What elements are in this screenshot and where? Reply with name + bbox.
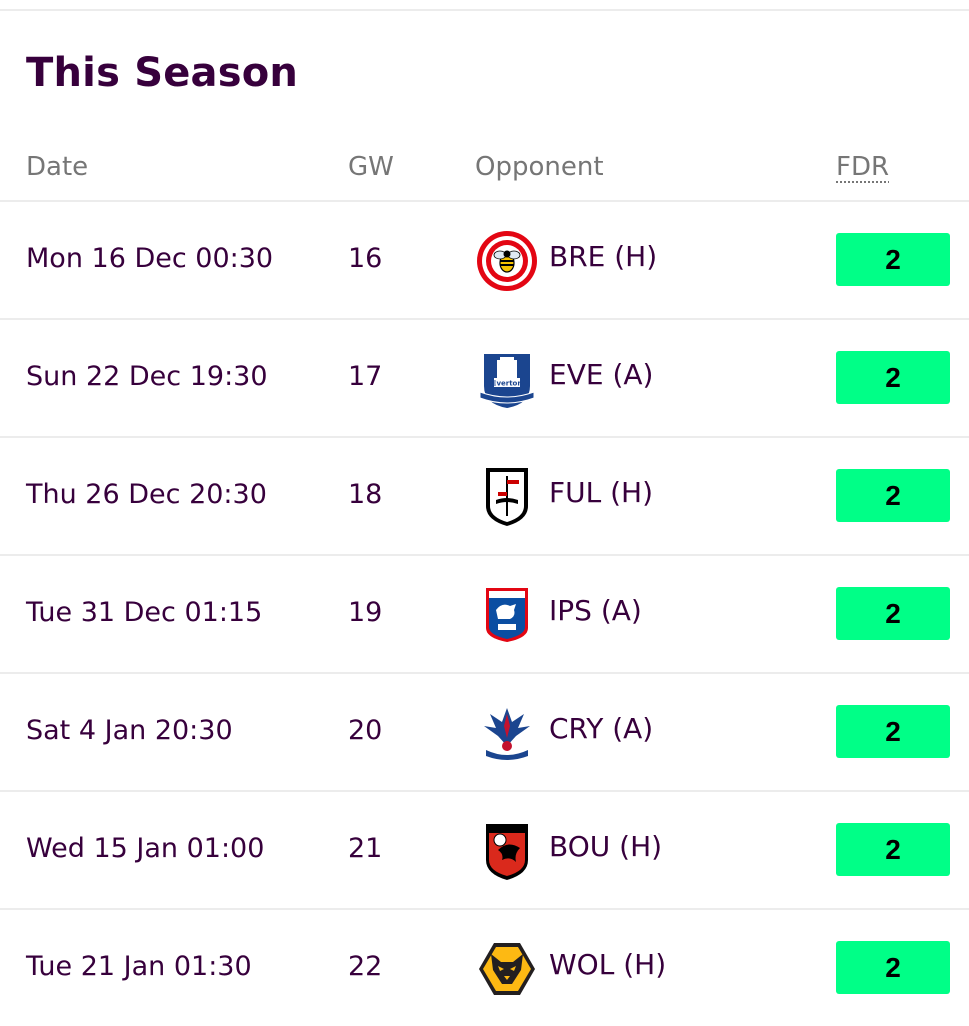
fixture-date: Tue 31 Dec 01:15 — [26, 597, 263, 628]
table-row: Tue 21 Jan 01:30 22 WOL (H) 2 — [0, 910, 969, 1026]
fixture-opponent: BRE (H) — [549, 240, 658, 273]
fixture-date: Sun 22 Dec 19:30 — [26, 361, 268, 392]
header-fdr[interactable]: FDR — [836, 152, 890, 182]
fixtures-list: Mon 16 Dec 00:30 16 BRE (H) 2 Sun 22 Dec… — [0, 202, 969, 1026]
fixture-opponent: EVE (A) — [549, 358, 654, 391]
table-row: Wed 15 Jan 01:00 21 BOU (H) 2 — [0, 792, 969, 910]
header-opponent: Opponent — [475, 152, 604, 182]
table-row: Sat 4 Jan 20:30 20 CRY (A) 2 — [0, 674, 969, 792]
table-header: Date GW Opponent FDR — [0, 140, 969, 202]
fixture-gameweek: 21 — [348, 833, 383, 864]
fixture-gameweek: 17 — [348, 361, 383, 392]
fixture-opponent: BOU (H) — [549, 830, 663, 863]
fixture-opponent: FUL (H) — [549, 476, 654, 509]
wolves-crest-icon — [479, 943, 535, 995]
fixture-gameweek: 16 — [348, 243, 383, 274]
table-row: Thu 26 Dec 20:30 18 FUL (H) 2 — [0, 438, 969, 556]
fixture-opponent: CRY (A) — [549, 712, 654, 745]
fixture-date: Mon 16 Dec 00:30 — [26, 243, 274, 274]
fdr-badge: 2 — [836, 705, 950, 758]
header-gw: GW — [348, 152, 394, 182]
fixture-opponent: IPS (A) — [549, 594, 642, 627]
fdr-badge: 2 — [836, 941, 950, 994]
fixture-opponent: WOL (H) — [549, 948, 667, 981]
bournemouth-crest-icon — [486, 824, 528, 880]
fixture-date: Thu 26 Dec 20:30 — [26, 479, 267, 510]
fixture-date: Tue 21 Jan 01:30 — [26, 951, 252, 982]
fdr-badge: 2 — [836, 351, 950, 404]
svg-text:Everton: Everton — [492, 380, 523, 388]
table-row: Sun 22 Dec 19:30 17 Everton EVE (A) 2 — [0, 320, 969, 438]
section-title: This Season — [26, 50, 299, 96]
fixture-gameweek: 18 — [348, 479, 383, 510]
fdr-badge: 2 — [836, 587, 950, 640]
ipswich-crest-icon — [486, 588, 528, 642]
top-divider — [0, 9, 969, 11]
fixture-gameweek: 19 — [348, 597, 383, 628]
fixture-gameweek: 20 — [348, 715, 383, 746]
crystal-palace-crest-icon — [484, 708, 530, 760]
fdr-badge: 2 — [836, 823, 950, 876]
table-row: Mon 16 Dec 00:30 16 BRE (H) 2 — [0, 202, 969, 320]
brentford-crest-icon — [477, 231, 537, 291]
table-row: Tue 31 Dec 01:15 19 IPS (A) 2 — [0, 556, 969, 674]
fixture-gameweek: 22 — [348, 951, 383, 982]
everton-crest-icon: Everton — [479, 354, 535, 408]
fdr-badge: 2 — [836, 233, 950, 286]
fulham-crest-icon — [486, 468, 528, 526]
fixture-date: Wed 15 Jan 01:00 — [26, 833, 265, 864]
fixture-date: Sat 4 Jan 20:30 — [26, 715, 233, 746]
fdr-badge: 2 — [836, 469, 950, 522]
header-date: Date — [26, 152, 89, 182]
